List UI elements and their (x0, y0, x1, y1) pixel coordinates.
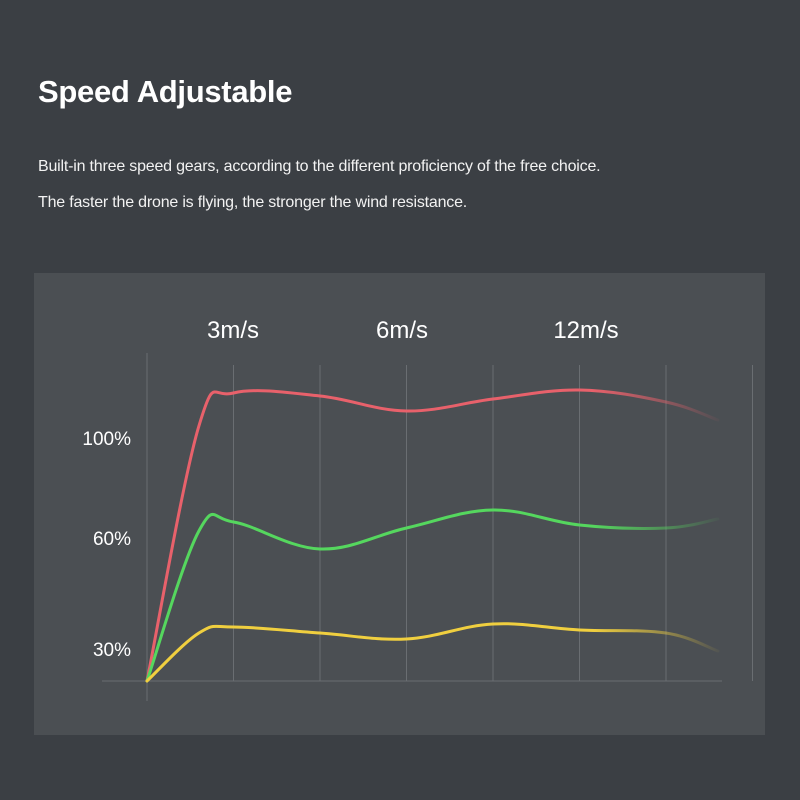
y-tick-label: 60% (93, 529, 131, 550)
series-line (145, 388, 720, 683)
speed-label: 3m/s (207, 317, 259, 344)
series-layer (145, 388, 720, 683)
speed-label: 6m/s (376, 317, 428, 344)
description-line-1: Built-in three speed gears, according to… (38, 158, 601, 175)
speed-chart: 3m/s 6m/s 12m/s 100% 60% 30% (82, 317, 753, 701)
series-line (145, 622, 720, 683)
description-line-2: The faster the drone is flying, the stro… (38, 194, 468, 211)
label-layer: 3m/s 6m/s 12m/s 100% 60% 30% (82, 317, 618, 661)
speed-chart-panel: 3m/s 6m/s 12m/s 100% 60% 30% (34, 273, 765, 735)
y-tick-label: 30% (93, 640, 131, 661)
page-title: Speed Adjustable (38, 74, 293, 109)
speed-label: 12m/s (553, 317, 618, 344)
y-tick-label: 100% (82, 429, 131, 450)
series-line (145, 508, 720, 683)
grid-layer (102, 353, 753, 701)
